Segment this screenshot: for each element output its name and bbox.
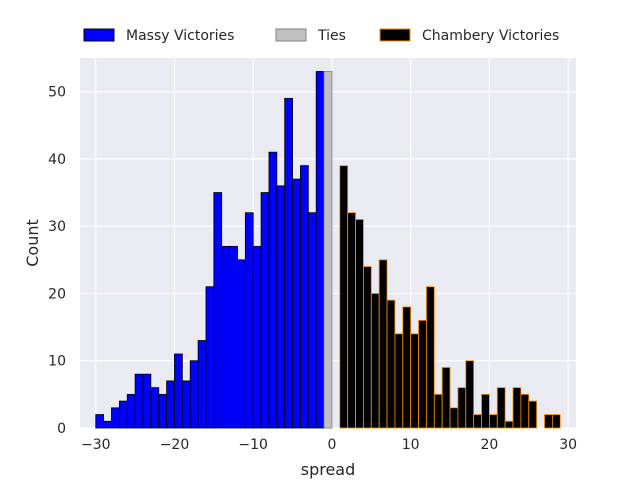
bar-series-0 [126,393,136,429]
bars [95,71,561,429]
y-tick-label: 30 [48,219,66,235]
y-tick-label: 40 [48,152,66,168]
bar-series-0 [221,245,230,429]
bar-series-2 [449,407,459,429]
y-axis-ticks: 0 10 20 30 40 50 [48,85,66,437]
bar-series-2 [488,414,498,429]
bar-series-0 [150,387,160,429]
y-tick-label: 10 [48,354,66,370]
x-tick-label: −30 [81,437,111,453]
bar-series-2 [441,367,451,429]
bar-series-2 [496,387,506,429]
bar-series-2 [528,400,538,429]
legend-swatch-massy [83,28,115,42]
y-tick-label: 20 [48,286,66,302]
bar-series-2 [355,219,364,429]
bar-series-2 [402,306,412,429]
legend-swatch-chambery [379,28,411,42]
bar-series-2 [386,299,396,429]
bar-series-0 [260,192,270,429]
bar-series-0 [252,245,262,429]
bar-series-0 [307,212,317,429]
bar-series-2 [347,212,356,429]
bar-series-0 [229,245,238,429]
bar-series-2 [551,414,561,429]
bar-series-0 [111,407,120,429]
bar-series-0 [118,400,128,429]
bar-series-0 [244,212,254,429]
bar-series-0 [276,185,286,429]
bar-series-0 [95,414,105,429]
x-axis-ticks: −30 −20 −10 0 10 20 30 [81,437,577,453]
legend-label-massy: Massy Victories [126,28,234,44]
bar-series-0 [134,373,144,429]
bar-series-0 [197,340,207,429]
bar-series-0 [284,97,293,429]
bar-series-1 [323,71,333,429]
bar-series-0 [315,71,325,429]
bar-series-0 [205,286,215,429]
bar-series-2 [504,420,514,429]
bar-series-0 [237,259,246,429]
legend: Massy Victories Ties Chambery Victories [83,28,559,44]
bar-series-2 [544,414,553,429]
y-tick-label: 50 [48,85,66,101]
legend-swatch-ties [275,28,307,42]
bar-series-0 [300,165,309,429]
x-tick-label: 10 [402,437,420,453]
x-axis-label: spread [301,460,356,479]
x-tick-label: −10 [238,437,268,453]
bar-series-2 [378,259,388,429]
bar-series-2 [457,387,467,429]
bar-series-0 [189,360,199,429]
bar-series-0 [292,178,301,429]
bar-series-2 [520,393,530,429]
bar-series-2 [339,165,349,429]
bar-series-0 [268,151,278,429]
bar-series-2 [394,333,404,429]
bar-series-2 [433,393,443,429]
bar-series-2 [370,293,380,429]
bar-series-2 [512,387,522,429]
bar-series-0 [166,380,175,429]
legend-label-ties: Ties [317,28,346,44]
legend-label-chambery: Chambery Victories [422,28,559,44]
bar-series-0 [103,420,112,429]
y-axis-label: Count [23,219,42,267]
bar-series-0 [174,353,183,429]
x-tick-label: 20 [480,437,498,453]
x-tick-label: 30 [559,437,577,453]
bar-series-0 [181,380,191,429]
bar-series-0 [142,373,152,429]
bar-series-2 [418,319,427,429]
bar-series-0 [158,393,168,429]
bar-series-0 [213,192,223,429]
bar-series-2 [363,266,372,429]
bar-series-2 [410,333,419,429]
bar-series-2 [465,360,475,429]
bar-series-2 [426,286,435,429]
y-tick-label: 0 [57,421,66,437]
bar-series-2 [473,414,482,429]
x-tick-label: −20 [160,437,190,453]
bar-series-2 [481,393,490,429]
x-tick-label: 0 [327,437,336,453]
